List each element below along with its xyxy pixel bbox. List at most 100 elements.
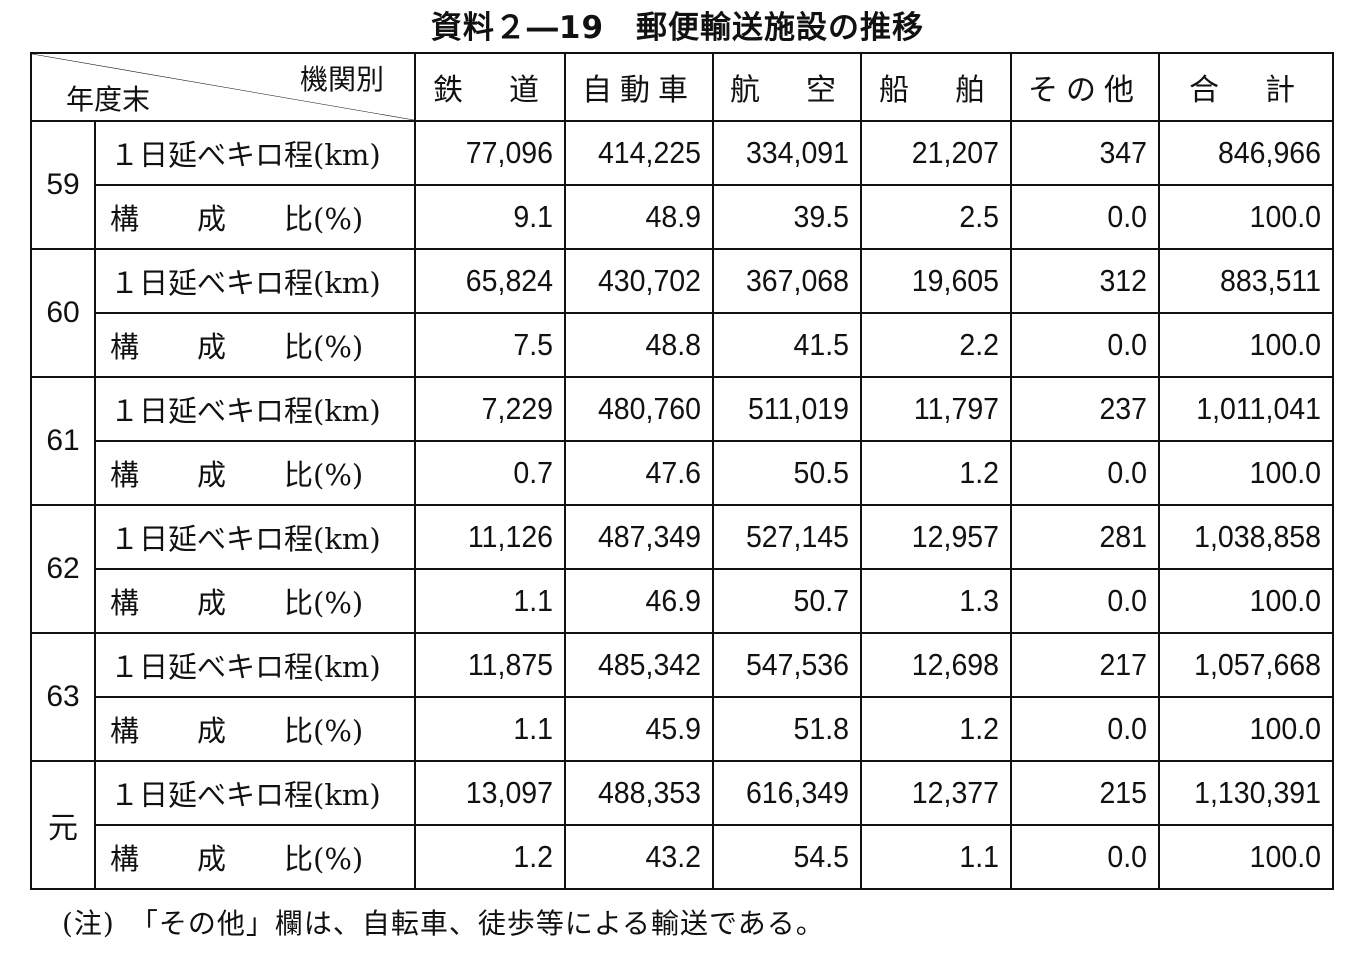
row-label-ratio: 構 成 比(%) [94, 440, 416, 506]
fiscal-year-cell: 60 [30, 248, 96, 378]
table-row: 60 １日延べキロ程(km) 65,824 430,702 367,068 19,605 3… [30, 248, 1334, 378]
value-cell-other: 312 [1021, 248, 1160, 314]
value-cell-other: 0.0 [1021, 696, 1160, 762]
value-cell-total: 100.0 [1172, 568, 1334, 634]
value-cell-total: 846,966 [1172, 120, 1334, 186]
value-cell-automobile: 47.6 [575, 440, 714, 506]
row-label-ratio: 構 成 比(%) [94, 184, 416, 250]
value-cell-ship: 12,377 [872, 760, 1012, 826]
corner-label-fiscal-year-end: 年度末 [66, 83, 151, 116]
value-cell-total: 100.0 [1172, 440, 1334, 506]
fiscal-year-cell: 63 [30, 632, 96, 762]
value-cell-railway: 11,126 [426, 504, 566, 570]
value-cell-other: 0.0 [1021, 440, 1160, 506]
value-cell-railway: 7,229 [426, 376, 566, 442]
header-row: 機関別 年度末 鉄 道 自動車 航 空 船 舶 その他 合 計 [30, 52, 1334, 122]
value-cell-automobile: 430,702 [575, 248, 714, 314]
value-cell-automobile: 487,349 [575, 504, 714, 570]
value-cell-total: 1,011,041 [1172, 376, 1334, 442]
value-cell-total: 100.0 [1172, 824, 1334, 890]
table-row: 構 成 比(%) 7.5 48.8 41.5 2.2 0.0 100.0 [31, 312, 1334, 378]
value-cell-automobile: 43.2 [575, 824, 714, 890]
value-cell-total: 100.0 [1172, 696, 1334, 762]
fiscal-year-cell: 61 [30, 376, 96, 506]
value-cell-ship: 1.1 [872, 824, 1012, 890]
value-cell-railway: 65,824 [426, 248, 566, 314]
value-cell-railway: 13,097 [426, 760, 566, 826]
table-row: 構 成 比(%) 9.1 48.9 39.5 2.5 0.0 100.0 [31, 184, 1334, 250]
value-cell-air: 527,145 [723, 504, 862, 570]
footnote: (注) 「その他」欄は、自転車、徒歩等による輸送である。 [62, 907, 825, 940]
value-cell-railway: 77,096 [426, 120, 566, 186]
value-cell-railway: 9.1 [426, 184, 566, 250]
column-header-automobile: 自動車 [564, 52, 714, 122]
value-cell-ship: 21,207 [872, 120, 1012, 186]
value-cell-automobile: 485,342 [575, 632, 714, 698]
value-cell-automobile: 480,760 [575, 376, 714, 442]
value-cell-total: 100.0 [1172, 312, 1334, 378]
value-cell-railway: 1.2 [426, 824, 566, 890]
value-cell-ship: 11,797 [872, 376, 1012, 442]
value-cell-ship: 12,698 [872, 632, 1012, 698]
table-row: 63 １日延べキロ程(km) 11,875 485,342 547,536 12,698 2… [30, 632, 1334, 762]
table-row: 62 １日延べキロ程(km) 11,126 487,349 527,145 12,957 2… [30, 504, 1334, 634]
value-cell-ship: 12,957 [872, 504, 1012, 570]
value-cell-other: 215 [1021, 760, 1160, 826]
value-cell-ship: 2.5 [872, 184, 1012, 250]
column-header-air: 航 空 [712, 52, 862, 122]
column-header-railway: 鉄 道 [414, 52, 566, 122]
value-cell-automobile: 414,225 [575, 120, 714, 186]
row-label-ratio: 構 成 比(%) [94, 824, 416, 890]
table-row: 61 １日延べキロ程(km) 7,229 480,760 511,019 11,797 23… [30, 376, 1334, 506]
value-cell-other: 217 [1021, 632, 1160, 698]
value-cell-ship: 2.2 [872, 312, 1012, 378]
value-cell-ship: 1.3 [872, 568, 1012, 634]
table-row: 構 成 比(%) 1.1 46.9 50.7 1.3 0.0 100.0 [31, 568, 1334, 634]
table-row: 元 １日延べキロ程(km) 13,097 488,353 616,349 12,377 21… [30, 760, 1334, 890]
postal-transport-table: 機関別 年度末 鉄 道 自動車 航 空 船 舶 その他 合 計 59 １日延べキロ… [30, 52, 1334, 890]
value-cell-total: 1,057,668 [1172, 632, 1334, 698]
value-cell-air: 511,019 [723, 376, 862, 442]
value-cell-railway: 7.5 [426, 312, 566, 378]
row-label-ratio: 構 成 比(%) [94, 568, 416, 634]
fiscal-year-cell: 59 [30, 120, 96, 250]
value-cell-total: 1,130,391 [1172, 760, 1334, 826]
value-cell-other: 237 [1021, 376, 1160, 442]
value-cell-total: 1,038,858 [1172, 504, 1334, 570]
value-cell-ship: 1.2 [872, 696, 1012, 762]
table-row: 構 成 比(%) 0.7 47.6 50.5 1.2 0.0 100.0 [31, 440, 1334, 506]
value-cell-other: 347 [1021, 120, 1160, 186]
value-cell-railway: 1.1 [426, 696, 566, 762]
row-label-daily-km: １日延べキロ程(km) [94, 504, 416, 570]
row-label-daily-km: １日延べキロ程(km) [94, 760, 416, 826]
value-cell-air: 54.5 [723, 824, 862, 890]
row-label-daily-km: １日延べキロ程(km) [94, 120, 416, 186]
table-row: 59 １日延べキロ程(km) 77,096 414,225 334,091 21,207 3… [30, 120, 1334, 250]
value-cell-air: 51.8 [723, 696, 862, 762]
row-label-ratio: 構 成 比(%) [94, 312, 416, 378]
value-cell-air: 39.5 [723, 184, 862, 250]
value-cell-automobile: 45.9 [575, 696, 714, 762]
value-cell-other: 0.0 [1021, 312, 1160, 378]
value-cell-railway: 11,875 [426, 632, 566, 698]
value-cell-automobile: 46.9 [575, 568, 714, 634]
value-cell-other: 0.0 [1021, 184, 1160, 250]
value-cell-total: 100.0 [1172, 184, 1334, 250]
fiscal-year-cell: 元 [30, 760, 96, 890]
value-cell-air: 616,349 [723, 760, 862, 826]
corner-header-cell: 機関別 年度末 [30, 52, 416, 122]
row-label-daily-km: １日延べキロ程(km) [94, 632, 416, 698]
fiscal-year-cell: 62 [30, 504, 96, 634]
value-cell-ship: 19,605 [872, 248, 1012, 314]
column-header-ship: 船 舶 [860, 52, 1012, 122]
value-cell-total: 883,511 [1172, 248, 1334, 314]
table-row: 構 成 比(%) 1.1 45.9 51.8 1.2 0.0 100.0 [31, 696, 1334, 762]
value-cell-automobile: 488,353 [575, 760, 714, 826]
value-cell-air: 41.5 [723, 312, 862, 378]
value-cell-air: 50.7 [723, 568, 862, 634]
row-label-daily-km: １日延べキロ程(km) [94, 376, 416, 442]
value-cell-automobile: 48.9 [575, 184, 714, 250]
value-cell-other: 281 [1021, 504, 1160, 570]
column-header-other: その他 [1010, 52, 1160, 122]
row-label-daily-km: １日延べキロ程(km) [94, 248, 416, 314]
